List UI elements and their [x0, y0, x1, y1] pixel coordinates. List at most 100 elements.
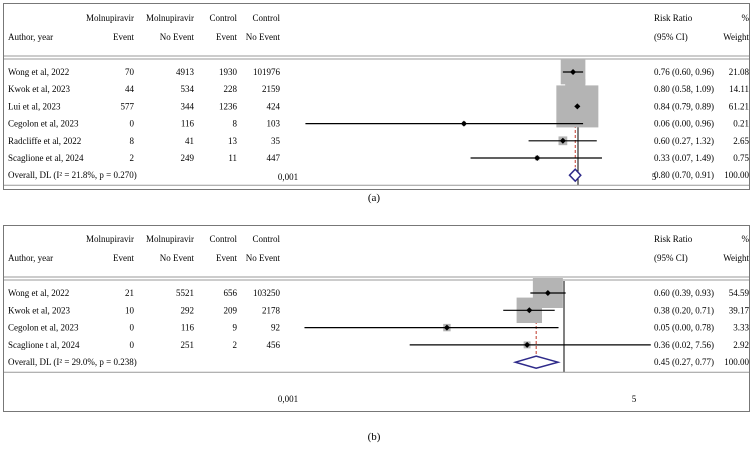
header-weight-top: % — [742, 13, 750, 23]
study-col1: 0 — [130, 119, 135, 129]
header-col4-top: Control — [252, 13, 280, 23]
study-author: Lui et al, 2023 — [8, 101, 61, 111]
header-col2-top: Molnupiravir — [146, 13, 194, 23]
header-col4-bot: No Event — [246, 253, 281, 263]
study-weight: 14.11 — [729, 84, 749, 94]
overall-label: Overall, DL (I² = 29.0%, p = 0.238) — [8, 357, 137, 367]
study-point-estimate — [460, 120, 467, 127]
header-col3-top: Control — [209, 234, 237, 244]
study-col4: 456 — [267, 340, 281, 350]
study-author: Wong et al, 2022 — [8, 288, 69, 298]
study-rr-ci: 0.33 (0.07, 1.49) — [654, 153, 714, 163]
caption-b: (b) — [367, 431, 381, 443]
study-point-estimate — [524, 341, 531, 348]
header-author: Author, year — [8, 253, 53, 263]
study-rr-ci: 0.05 (0.00, 0.78) — [654, 323, 714, 333]
study-weight: 39.17 — [729, 305, 749, 315]
overall-weight: 100.00 — [724, 170, 749, 180]
study-author: Cegolon et al, 2023 — [8, 323, 79, 333]
study-rr-ci: 0.36 (0.02, 7.56) — [654, 340, 714, 350]
study-point-estimate — [559, 137, 566, 144]
study-weight: 21.08 — [729, 67, 749, 77]
study-col3: 9 — [233, 323, 238, 333]
study-point-estimate — [526, 307, 533, 314]
study-col4: 103 — [267, 119, 281, 129]
study-col2: 4913 — [176, 67, 195, 77]
study-col4: 2159 — [262, 84, 281, 94]
study-author: Scaglione et al, 2024 — [8, 153, 84, 163]
overall-label: Overall, DL (I² = 21.8%, p = 0.270) — [8, 170, 137, 180]
study-col3: 8 — [233, 119, 238, 129]
header-col4-top: Control — [252, 234, 280, 244]
study-col4: 92 — [271, 323, 280, 333]
study-col2: 251 — [181, 340, 195, 350]
study-col2: 534 — [181, 84, 195, 94]
axis-tick-label: 5 — [652, 172, 657, 182]
header-col3-top: Control — [209, 13, 237, 23]
study-weight: 2.65 — [733, 136, 749, 146]
study-col2: 292 — [181, 305, 195, 315]
header-col1-bot: Event — [113, 253, 134, 263]
study-weight: 3.33 — [733, 323, 749, 333]
study-col2: 5521 — [176, 288, 194, 298]
study-weight: 2.92 — [733, 340, 749, 350]
study-author: Scaglione t al, 2024 — [8, 340, 80, 350]
header-col1-top: Molnupiravir — [86, 13, 134, 23]
header-col3-bot: Event — [216, 253, 237, 263]
overall-rr-ci: 0.45 (0.27, 0.77) — [654, 357, 714, 367]
header-col4-bot: No Event — [246, 32, 281, 42]
study-col2: 116 — [181, 119, 195, 129]
study-col1: 0 — [130, 323, 135, 333]
study-rr-ci: 0.60 (0.39, 0.93) — [654, 288, 714, 298]
study-col2: 344 — [181, 101, 195, 111]
header-rr-bot: (95% CI) — [654, 253, 688, 263]
study-point-estimate — [544, 290, 551, 296]
header-col2-bot: No Event — [160, 32, 195, 42]
header-weight-bot: Weight — [723, 253, 749, 263]
study-col3: 1236 — [219, 101, 238, 111]
forest-plot-a-svg: Author, year Molnupiravir Event Molnupiravi… — [4, 13, 750, 186]
forest-plot-b-svg: Author, year Molnupiravir Event Molnupiravi… — [4, 234, 750, 404]
header-weight-top: % — [742, 234, 750, 244]
header-col1-bot: Event — [113, 32, 134, 42]
study-col3: 1930 — [219, 67, 238, 77]
study-author: Wong et al, 2022 — [8, 67, 69, 77]
study-point-estimate — [534, 155, 541, 161]
header-author: Author, year — [8, 32, 53, 42]
study-rr-ci: 0.38 (0.20, 0.71) — [654, 305, 714, 315]
study-col1: 10 — [125, 305, 135, 315]
overall-weight: 100.00 — [724, 357, 749, 367]
study-point-estimate — [570, 69, 577, 75]
study-col3: 228 — [224, 84, 238, 94]
study-rr-ci: 0.06 (0.00, 0.96) — [654, 119, 714, 129]
header-col1-top: Molnupiravir — [86, 234, 134, 244]
study-point-estimate — [443, 324, 450, 331]
study-col1: 8 — [130, 136, 135, 146]
overall-diamond — [512, 355, 561, 369]
forest-plot-a: Author, year Molnupiravir Event Molnupiravi… — [3, 3, 750, 190]
study-col2: 249 — [181, 153, 195, 163]
header-col2-top: Molnupiravir — [146, 234, 194, 244]
study-weight: 0.75 — [733, 153, 749, 163]
overall-rr-ci: 0.80 (0.70, 0.91) — [654, 170, 714, 180]
study-rr-ci: 0.76 (0.60, 0.96) — [654, 67, 714, 77]
study-author: Cegolon et al, 2023 — [8, 119, 79, 129]
study-rr-ci: 0.60 (0.27, 1.32) — [654, 136, 714, 146]
study-rr-ci: 0.80 (0.58, 1.09) — [654, 84, 714, 94]
axis-tick-label: 0,001 — [278, 172, 298, 182]
study-weight: 61.21 — [729, 101, 749, 111]
study-col1: 21 — [125, 288, 134, 298]
study-author: Kwok et al, 2023 — [8, 84, 70, 94]
study-col2: 41 — [185, 136, 194, 146]
study-weight: 0.21 — [733, 119, 749, 129]
study-col1: 44 — [125, 84, 135, 94]
study-col3: 656 — [224, 288, 238, 298]
header-rr-top: Risk Ratio — [654, 234, 693, 244]
study-rr-ci: 0.84 (0.79, 0.89) — [654, 101, 714, 111]
caption-a: (a) — [367, 192, 381, 204]
header-weight-bot: Weight — [723, 32, 749, 42]
study-col2: 116 — [181, 323, 195, 333]
study-col4: 2178 — [262, 305, 281, 315]
study-weight: 54.59 — [729, 288, 749, 298]
study-col4: 447 — [267, 153, 281, 163]
